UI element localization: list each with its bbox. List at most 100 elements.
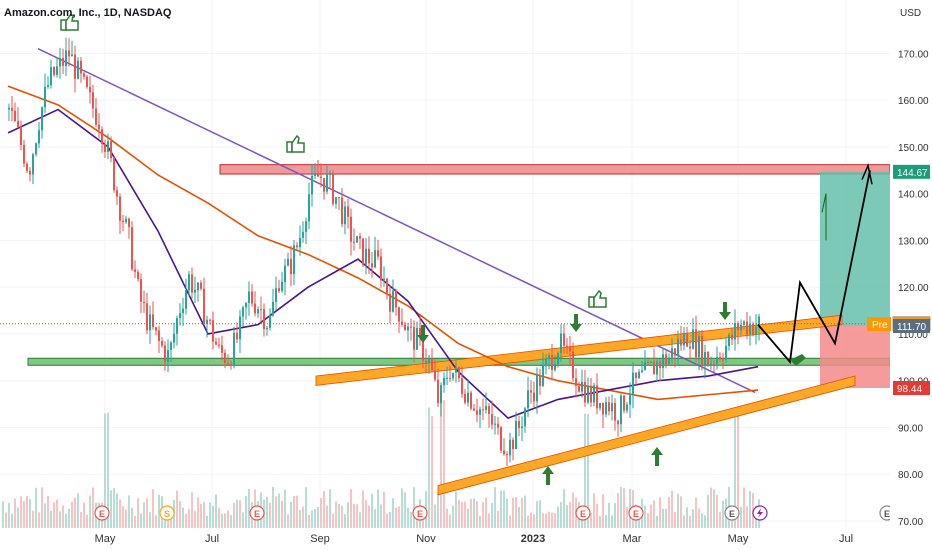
candle-body: [134, 269, 136, 272]
candle-body: [140, 279, 142, 302]
price-label-bg: [893, 319, 930, 334]
candle-body: [44, 86, 46, 108]
candle-body: [746, 321, 748, 335]
event-badge[interactable]: E: [249, 505, 265, 521]
candle-body: [62, 57, 64, 66]
volume-bar: [512, 497, 514, 528]
candle-body: [563, 333, 565, 346]
thumbs-up-icon: [286, 134, 305, 153]
volume-bar: [602, 494, 604, 528]
candle-body: [497, 423, 499, 428]
candle-body: [509, 439, 511, 456]
volume-bar: [701, 513, 703, 528]
lightning-icon[interactable]: [752, 505, 768, 521]
candle-body: [656, 361, 658, 375]
volume-bar: [683, 515, 685, 528]
candle-body: [740, 324, 742, 331]
event-badge[interactable]: E: [412, 505, 428, 521]
candle-body: [26, 163, 28, 171]
volume-bar: [467, 508, 469, 528]
candle-body: [308, 194, 310, 222]
candle-body: [119, 196, 121, 221]
volume-bar: [182, 507, 184, 528]
candle-body: [662, 354, 664, 369]
candle-body: [698, 335, 700, 358]
candle-body: [74, 54, 76, 79]
candle-body: [494, 423, 496, 425]
volume-bar: [140, 513, 142, 528]
event-badge[interactable]: E: [628, 505, 644, 521]
pre-market-tag-bg: [867, 316, 891, 331]
volume-bar: [308, 514, 310, 528]
volume-bar: [335, 501, 337, 528]
volume-bar: [545, 513, 547, 528]
volume-bar: [653, 500, 655, 528]
volume-bar: [647, 513, 649, 528]
volume-bar: [614, 503, 616, 528]
candle-body: [107, 141, 109, 152]
candle-body: [173, 333, 175, 343]
volume-bar: [137, 498, 139, 528]
volume-bar: [368, 505, 370, 528]
volume-bars: [2, 400, 760, 528]
volume-bar: [617, 493, 619, 528]
candle-body: [482, 409, 484, 411]
volume-bar: [422, 512, 424, 528]
candle-body: [701, 335, 703, 367]
volume-bar: [440, 400, 442, 528]
volume-bar: [227, 510, 229, 528]
volume-bar: [245, 496, 247, 528]
volume-bar: [206, 515, 208, 528]
volume-bar: [362, 490, 364, 528]
volume-bar: [221, 513, 223, 528]
candle-body: [320, 176, 322, 178]
candle-body: [317, 173, 319, 177]
volume-bar: [386, 513, 388, 528]
volume-bar: [74, 497, 76, 528]
candle-body: [71, 54, 73, 57]
candle-body: [386, 278, 388, 294]
event-badge[interactable]: E: [94, 505, 110, 521]
volume-bar: [284, 489, 286, 528]
candle-body: [356, 236, 358, 243]
badge-circle: [724, 505, 740, 521]
candle-body: [473, 408, 475, 411]
volume-bar: [26, 495, 28, 528]
badge-circle: [159, 505, 175, 521]
badge-circle: [94, 505, 110, 521]
candle-body: [374, 250, 376, 268]
x-tick-label: Jul: [839, 533, 853, 545]
price-label-text: 111.70: [897, 322, 927, 333]
zones: [27, 164, 891, 389]
x-tick-label: Mar: [623, 533, 642, 545]
candle-body: [719, 356, 721, 360]
candle-body: [14, 110, 16, 122]
candle-body: [644, 361, 646, 371]
candle-body: [704, 352, 706, 367]
volume-bar: [269, 502, 271, 528]
candle-body: [641, 370, 643, 372]
candle-body: [407, 326, 409, 331]
candle-body: [233, 332, 235, 366]
event-badge[interactable]: E: [575, 505, 591, 521]
x-tick-label: Jul: [205, 533, 219, 545]
candle-body: [665, 354, 667, 365]
candle-body: [338, 197, 340, 199]
volume-bar: [89, 495, 91, 528]
event-badge[interactable]: S: [159, 505, 175, 521]
candle-body: [677, 339, 679, 356]
event-badge[interactable]: E: [724, 505, 740, 521]
candle-body: [458, 367, 460, 379]
candle-body: [722, 359, 724, 361]
candle-body: [584, 381, 586, 403]
volume-bar: [209, 502, 211, 528]
candle-body: [650, 361, 652, 363]
candle-body: [512, 439, 514, 450]
volume-bar: [599, 515, 601, 528]
volume-bar: [236, 499, 238, 528]
candle-body: [254, 303, 256, 314]
volume-bar: [377, 489, 379, 528]
thumbs-up-icon: [60, 12, 79, 31]
volume-bar: [722, 500, 724, 528]
